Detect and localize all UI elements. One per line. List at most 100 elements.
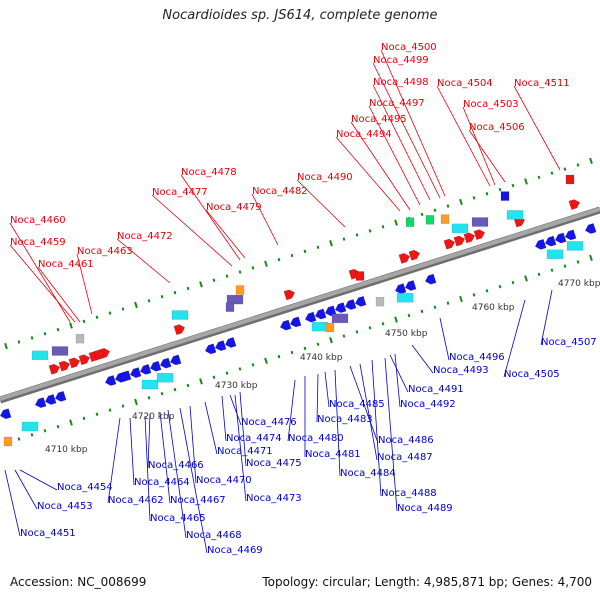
tick-mark [303, 346, 307, 351]
tick-mark [498, 284, 502, 289]
tick-mark [511, 183, 515, 188]
gene-block [471, 217, 489, 227]
leader-line [371, 359, 382, 497]
gene-arrow [173, 324, 186, 336]
tick-mark [147, 299, 151, 303]
leader-line [180, 174, 241, 261]
gene-arrow [159, 357, 172, 369]
scale-label: 4760 kbp [472, 303, 515, 313]
leader-line [372, 84, 431, 201]
gene-arrow [54, 390, 67, 402]
leader-line [334, 369, 341, 477]
tick-mark [186, 286, 190, 291]
leader-line [350, 121, 411, 211]
gene-label: Noca_4486 [378, 435, 434, 446]
leader-line [107, 417, 121, 504]
leader-line [349, 365, 379, 444]
scale-label: 4740 kbp [300, 353, 343, 363]
leader-line [189, 405, 197, 484]
gene-label: Noca_4459 [10, 237, 66, 248]
leader-line [287, 379, 296, 442]
gene-label: Noca_4511 [514, 78, 570, 89]
tick-mark [199, 378, 203, 385]
tick-mark [550, 268, 554, 272]
leader-line [372, 62, 441, 199]
gene-label: Noca_4468 [186, 530, 242, 541]
gene-label: Noca_4485 [329, 399, 385, 410]
leader-line [462, 106, 496, 186]
gene-label: Noca_4454 [57, 482, 113, 493]
leader-line [389, 354, 409, 393]
gene-arrow [554, 232, 567, 244]
gene-label: Noca_4481 [305, 449, 361, 460]
gene-arrow [584, 223, 597, 234]
tick-mark [524, 275, 528, 282]
leader-line [296, 179, 346, 228]
gene-arrow [408, 249, 421, 261]
leader-line [239, 391, 247, 467]
gene-label: Noca_4479 [206, 202, 262, 213]
gene-label: Noca_4494 [336, 129, 392, 140]
leader-line [359, 363, 378, 461]
gene-block [546, 249, 564, 259]
tick-mark [524, 178, 528, 185]
leader-line [221, 395, 227, 442]
scale-label: 4720 kbp [132, 412, 175, 422]
gene-arrow [473, 229, 486, 241]
gene-label: Noca_4496 [449, 352, 505, 363]
gene-label: Noca_4504 [437, 78, 493, 89]
tick-mark [407, 313, 411, 318]
leader-line [316, 373, 319, 423]
gene-block [3, 436, 13, 447]
leader-line [144, 415, 151, 522]
leader-line [411, 344, 434, 374]
leader-line [205, 209, 246, 259]
tick-mark [446, 204, 450, 208]
tick-mark [433, 305, 437, 309]
gene-arrow [48, 363, 61, 375]
tick-mark [420, 309, 424, 314]
label-leader-lines [4, 49, 561, 554]
tick-mark [316, 245, 320, 250]
leader-line [129, 417, 135, 486]
genome-backbone [0, 206, 600, 404]
gene-arrow [44, 394, 57, 405]
tick-mark [394, 219, 398, 226]
tick-mark [537, 175, 541, 180]
tick-mark [108, 408, 112, 412]
gene-label: Noca_4473 [246, 493, 302, 504]
gene-label: Noca_4499 [373, 55, 429, 66]
gene-arrow [214, 340, 227, 352]
tick-mark [238, 270, 242, 274]
tick-mark [199, 281, 203, 288]
scale-label: 4750 kbp [385, 329, 428, 339]
leader-line [9, 244, 76, 323]
gene-block [451, 223, 469, 234]
tick-mark [17, 437, 21, 441]
tick-mark [95, 412, 99, 417]
tick-mark [277, 257, 281, 262]
tick-mark [251, 363, 255, 367]
tick-mark [485, 289, 489, 293]
gene-block [440, 214, 450, 224]
gene-label: Noca_4469 [207, 545, 263, 556]
tick-mark [368, 326, 372, 330]
gene-block [51, 346, 69, 356]
tick-mark [381, 321, 385, 326]
tick-mark [4, 342, 8, 350]
gene-arrow [334, 302, 347, 314]
leader-line [147, 413, 151, 469]
gene-block [141, 379, 159, 390]
gene-arrow [149, 360, 162, 372]
leader-line [335, 136, 401, 212]
tick-mark [368, 229, 372, 233]
map-title: Nocardioides sp. JS614, complete genome [162, 8, 438, 23]
gene-label: Noca_4487 [377, 452, 433, 463]
tick-mark [381, 224, 385, 229]
leader-line [439, 317, 450, 361]
tick-mark [355, 233, 359, 237]
tick-marks [4, 157, 593, 447]
gene-label: Noca_4495 [351, 114, 407, 125]
gene-label: Noca_4484 [340, 468, 396, 479]
